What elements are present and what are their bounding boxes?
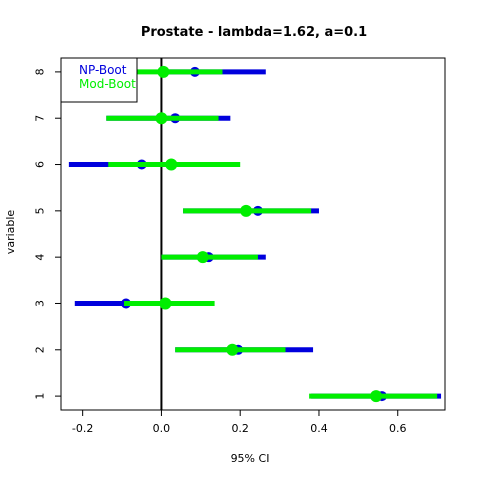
y-tick-label: 6 — [34, 161, 47, 168]
y-tick-label: 1 — [34, 393, 47, 400]
mod-boot-estimate-point — [165, 158, 178, 171]
mod-boot-estimate-point — [226, 343, 239, 356]
chart-title: Prostate - lambda=1.62, a=0.1 — [141, 25, 367, 40]
mod-boot-estimate-point — [159, 297, 172, 310]
x-tick-label: 0.2 — [231, 422, 249, 435]
x-axis-label: 95% CI — [231, 452, 270, 465]
legend-entry: Mod-Boot — [79, 77, 136, 91]
mod-boot-estimate-point — [240, 204, 253, 217]
y-tick-label: 3 — [34, 300, 47, 307]
y-axis-label: variable — [4, 210, 17, 255]
mod-boot-estimate-point — [196, 251, 209, 264]
x-tick-label: -0.2 — [72, 422, 93, 435]
y-tick-label: 7 — [34, 115, 47, 122]
legend-entry: NP-Boot — [79, 63, 127, 77]
x-tick-label: 0.4 — [310, 422, 328, 435]
y-tick-label: 2 — [34, 346, 47, 353]
y-tick-label: 4 — [34, 254, 47, 261]
mod-boot-estimate-point — [370, 390, 383, 403]
interval-marks — [68, 65, 442, 403]
axes: -0.2 0.0 0.2 0.4 0.6 1 2 3 4 5 6 7 8 — [34, 68, 407, 435]
y-tick-label: 5 — [34, 207, 47, 214]
mod-boot-estimate-point — [155, 112, 168, 125]
plot-frame — [60, 57, 446, 411]
y-tick-label: 8 — [34, 68, 47, 75]
x-tick-label: 0.0 — [153, 422, 171, 435]
mod-boot-estimate-point — [157, 65, 170, 78]
x-tick-label: 0.6 — [389, 422, 407, 435]
